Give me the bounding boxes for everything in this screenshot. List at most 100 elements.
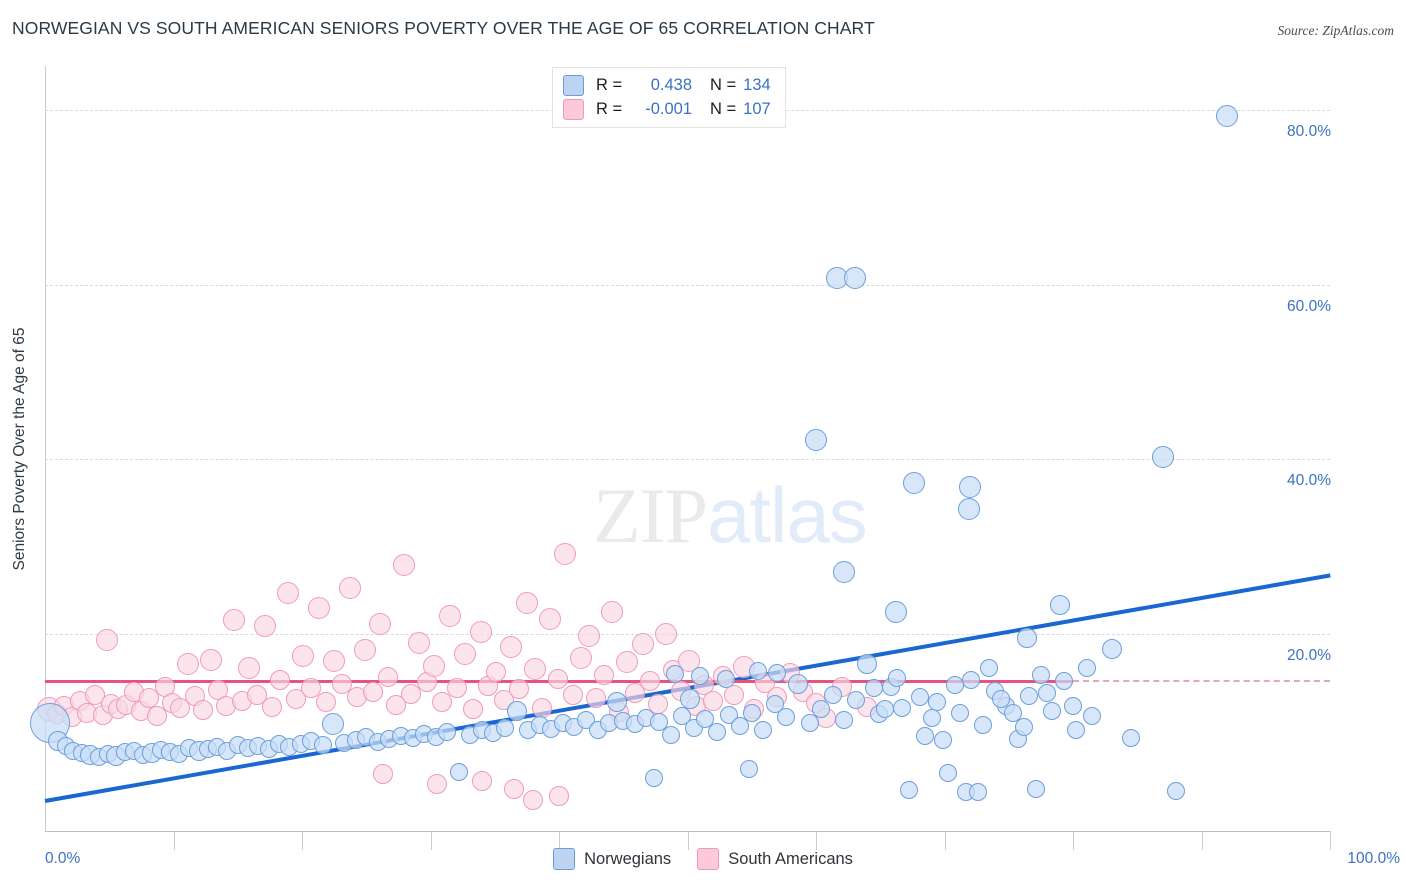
data-point [176, 653, 199, 675]
data-point [369, 612, 392, 635]
data-point [1151, 445, 1174, 468]
data-point [1066, 720, 1085, 739]
data-point [523, 789, 544, 810]
data-point [313, 736, 332, 755]
data-point [471, 771, 492, 792]
data-point [661, 725, 680, 744]
data-point [899, 780, 918, 799]
x-axis-tick [687, 831, 689, 850]
data-point [846, 690, 865, 709]
data-point [696, 710, 715, 729]
data-point [547, 668, 568, 689]
data-point [586, 688, 607, 709]
data-point [717, 669, 736, 688]
data-point [911, 688, 930, 707]
data-point [922, 709, 941, 728]
data-point [593, 664, 614, 685]
data-point [640, 671, 661, 692]
data-point [385, 695, 406, 716]
data-point [539, 607, 561, 630]
data-point [749, 662, 768, 680]
data-point [247, 684, 268, 705]
legend-label-south-americans: South Americans [728, 849, 853, 868]
data-point [606, 691, 627, 712]
data-point [1016, 627, 1037, 648]
data-point [833, 561, 856, 584]
data-point [843, 266, 866, 289]
data-point [1064, 696, 1082, 715]
data-point [1101, 639, 1122, 660]
data-point [554, 542, 577, 565]
y-axis-title-label: Seniors Poverty Over the Age of 65 [11, 327, 28, 570]
trend-line-south-americans-extension [1073, 679, 1330, 682]
data-point [338, 576, 361, 599]
data-point [887, 669, 906, 687]
legend-item-south-americans[interactable]: South Americans [697, 848, 853, 870]
data-point [285, 688, 306, 709]
x-axis-tick [430, 831, 432, 850]
stats-row-south-americans: R = -0.001 N = 107 [563, 99, 771, 120]
data-point [939, 764, 958, 783]
data-point [731, 717, 750, 736]
x-axis-tick [944, 831, 946, 850]
data-point [600, 601, 623, 624]
stats-r-label-blue: R = [596, 76, 623, 94]
data-point [650, 712, 669, 731]
data-point [800, 714, 819, 733]
y-axis-line [45, 66, 46, 831]
data-point [449, 762, 468, 781]
data-point [146, 706, 167, 727]
chart-legend: Norwegians South Americans [0, 848, 1406, 870]
data-point [788, 674, 808, 695]
data-point [292, 645, 315, 668]
data-point [916, 726, 935, 745]
data-point [691, 667, 710, 686]
data-point [222, 609, 245, 632]
data-point [469, 620, 492, 643]
x-axis-tick [1201, 831, 1203, 850]
data-point [353, 639, 376, 662]
data-point [864, 678, 883, 697]
data-point [723, 684, 744, 705]
data-point [1038, 683, 1057, 702]
legend-item-norwegians[interactable]: Norwegians [553, 848, 671, 870]
data-point [1003, 703, 1022, 722]
data-point [532, 697, 553, 718]
data-point [392, 554, 415, 577]
x-axis-min-label: 0.0% [45, 850, 81, 867]
data-point [1121, 729, 1140, 748]
x-axis-max-label: 100.0% [1347, 850, 1400, 867]
data-point [805, 429, 827, 452]
data-point [577, 625, 600, 648]
data-point [962, 670, 981, 689]
data-point [934, 731, 953, 750]
y-axis-tick-label: 40.0% [1287, 472, 1331, 490]
data-point [857, 654, 878, 674]
data-point [331, 674, 352, 695]
data-point [1055, 672, 1073, 691]
data-point [1031, 666, 1050, 685]
data-point [654, 623, 677, 646]
y-axis-tick-label: 60.0% [1287, 297, 1331, 315]
data-point [754, 721, 773, 740]
data-point [515, 591, 538, 614]
stats-n-label-pink: N = [710, 100, 737, 118]
data-point [1083, 706, 1102, 725]
data-point [968, 782, 987, 801]
data-point [372, 764, 393, 785]
scatter-plot-area: 20.0% 40.0% 60.0% 80.0% ZIPatlas [30, 66, 1331, 850]
data-point [423, 654, 446, 677]
data-point [1166, 781, 1185, 800]
data-point [680, 688, 701, 709]
x-axis-tick [173, 831, 175, 850]
stats-r-value-blue: 0.438 [650, 76, 692, 94]
data-point [447, 677, 468, 698]
y-axis-tick-label: 20.0% [1287, 647, 1331, 665]
data-point [362, 681, 383, 702]
x-axis-tick [1330, 831, 1331, 850]
data-point [509, 679, 530, 700]
data-point [523, 658, 546, 681]
data-point [199, 648, 222, 671]
data-point [1078, 659, 1097, 678]
data-point [500, 635, 523, 658]
